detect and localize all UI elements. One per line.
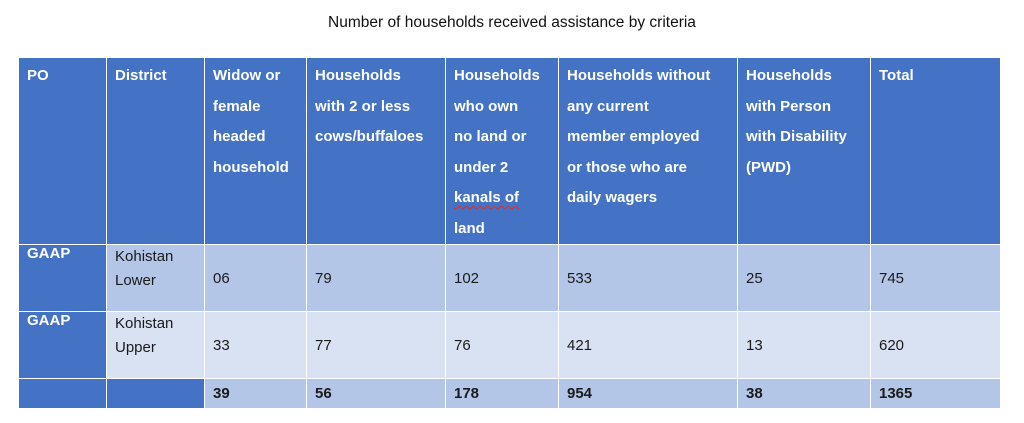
no-employment-value: 533 (558, 244, 738, 312)
table-title: Number of households received assistance… (328, 14, 696, 31)
header-row: PO District Widow or female headed house… (18, 57, 1001, 245)
po-cell: GAAP (18, 244, 107, 312)
total-value: 620 (870, 311, 1001, 379)
widow-total: 39 (204, 378, 307, 409)
district-cell: Kohistan Lower (106, 244, 205, 312)
disability-value: 13 (737, 311, 871, 379)
criteria-table: PO District Widow or female headed house… (18, 57, 1001, 409)
widow-value: 06 (204, 244, 307, 312)
header-disability: Households with Person with Disability (… (737, 57, 871, 245)
table-row: GAAP Kohistan Upper 33 77 76 421 13 620 (18, 311, 1001, 379)
cows-value: 79 (306, 244, 446, 312)
header-cows-buffaloes: Households with 2 or less cows/buffaloes (306, 57, 446, 245)
table-row: GAAP Kohistan Lower 06 79 102 533 25 745 (18, 244, 1001, 312)
header-no-employment: Households without any current member em… (558, 57, 738, 245)
cows-total: 56 (306, 378, 446, 409)
header-widow-female-headed: Widow or female headed household (204, 57, 307, 245)
totals-row: 39 56 178 954 38 1365 (18, 378, 1001, 409)
header-po: PO (18, 57, 107, 245)
header-district: District (106, 57, 205, 245)
widow-value: 33 (204, 311, 307, 379)
disability-value: 25 (737, 244, 871, 312)
totals-district-cell (106, 378, 205, 409)
header-total: Total (870, 57, 1001, 245)
totals-po-cell (18, 378, 107, 409)
district-cell: Kohistan Upper (106, 311, 205, 379)
no-employment-value: 421 (558, 311, 738, 379)
no-land-value: 76 (445, 311, 559, 379)
total-value: 745 (870, 244, 1001, 312)
disability-total: 38 (737, 378, 871, 409)
po-cell: GAAP (18, 311, 107, 379)
no-land-value: 102 (445, 244, 559, 312)
no-land-total: 178 (445, 378, 559, 409)
cows-value: 77 (306, 311, 446, 379)
no-employment-total: 954 (558, 378, 738, 409)
header-no-land: Households who own no land or under 2 ka… (445, 57, 559, 245)
grand-total: 1365 (870, 378, 1001, 409)
